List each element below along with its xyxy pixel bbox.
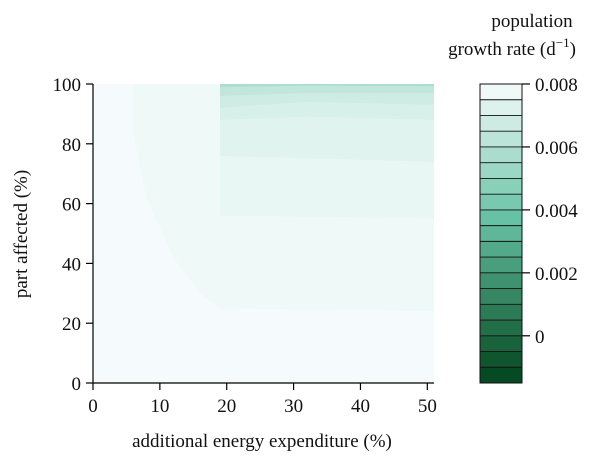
x-tick-label-0: 0: [88, 396, 98, 417]
colorbar-title-line-1: population: [491, 11, 573, 32]
colorbar-segment-10: [480, 241, 522, 258]
colorbar-segment-2: [480, 115, 522, 132]
x-tick-label-30: 30: [284, 396, 303, 417]
contour-region-level-7: [220, 84, 434, 87]
colorbar-frame: [479, 83, 523, 384]
colorbar-segment-1: [480, 99, 522, 116]
colorbar-tick-label-4: 0: [535, 327, 545, 348]
colorbar-segment-12: [480, 272, 522, 289]
colorbar-tick-label-1: 0.006: [535, 138, 578, 159]
y-tick-label-40: 40: [62, 254, 81, 275]
y-tick-label-0: 0: [72, 374, 82, 395]
x-tick-label-10: 10: [150, 396, 169, 417]
y-axis-label: part affected (%): [11, 170, 32, 298]
colorbar-tick-label-3: 0.002: [535, 264, 578, 285]
colorbar-segment-14: [480, 304, 522, 321]
colorbar-segment-7: [480, 194, 522, 211]
x-axis-label: additional energy expenditure (%): [132, 431, 392, 452]
colorbar-segment-18: [480, 367, 522, 384]
colorbar-segment-8: [480, 209, 522, 227]
colorbar-segment-16: [480, 335, 522, 352]
contour-region-level-6: [220, 84, 434, 96]
y-tick-label-80: 80: [62, 135, 81, 156]
x-tick-label-20: 20: [217, 396, 236, 417]
colorbar-tick-label-2: 0.004: [535, 201, 578, 222]
colorbar-segment-0: [480, 84, 522, 101]
colorbar-segment-15: [480, 320, 522, 337]
axes: 0 10 20 30 40 50 0 20 40 60 80 100: [53, 75, 437, 417]
colorbar-segment-13: [480, 288, 522, 305]
colorbar-tick-label-0: 0.008: [535, 75, 578, 96]
colorbar-title-line-2: growth rate (d−1): [448, 35, 576, 60]
colorbar-segment-6: [480, 178, 522, 195]
colorbar: population growth rate (d−1) 0.008 0.006 0…: [448, 11, 578, 384]
colorbar-segment-3: [480, 131, 522, 148]
y-tick-label-100: 100: [53, 75, 82, 96]
colorbar-segment-4: [480, 146, 522, 164]
y-tick-label-60: 60: [62, 195, 81, 216]
colorbar-segment-17: [480, 351, 522, 368]
colorbar-segment-11: [480, 257, 522, 274]
x-tick-label-50: 50: [418, 396, 437, 417]
y-tick-label-20: 20: [62, 314, 81, 335]
colorbar-segment-5: [480, 162, 522, 179]
contour-regions: [93, 84, 434, 383]
colorbar-segment-9: [480, 225, 522, 242]
x-tick-label-40: 40: [351, 396, 370, 417]
